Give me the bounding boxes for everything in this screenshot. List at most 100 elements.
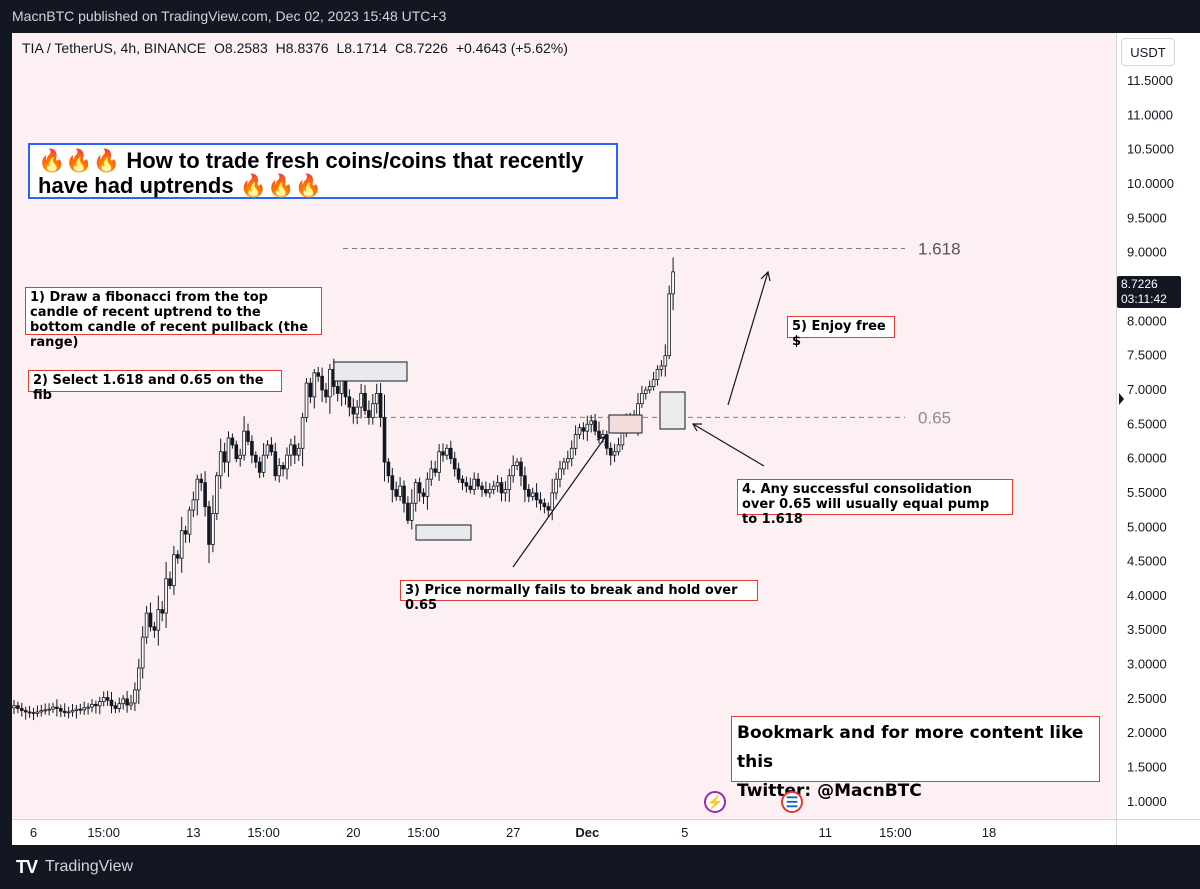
candle-body (374, 392, 379, 405)
candle-body (644, 389, 648, 394)
candle-body (523, 475, 527, 490)
fire-icon: 🔥🔥🔥 (38, 148, 121, 173)
candle-body (616, 444, 621, 453)
candle-body (441, 451, 445, 456)
candle-body (398, 485, 402, 497)
candle-body (425, 478, 430, 497)
title-box[interactable]: 🔥🔥🔥 How to trade fresh coins/coins that … (28, 143, 618, 199)
candle-body (370, 403, 375, 418)
candle-body (234, 444, 239, 460)
candle-body (651, 379, 656, 387)
candle-body (487, 489, 492, 494)
y-tick-label: 5.5000 (1127, 485, 1167, 500)
ohlc-open: O8.2583 (214, 40, 268, 56)
candle-body (74, 708, 79, 711)
note-step2[interactable]: 2) Select 1.618 and 0.65 on the fib (28, 370, 282, 403)
candle-body (175, 554, 180, 559)
candle-body (199, 478, 204, 484)
note-step1[interactable]: 1) Draw a fibonacci from the top candle … (25, 287, 322, 350)
candle-body (581, 427, 586, 432)
candle-body (82, 707, 87, 711)
ohlc-low: L8.1714 (336, 40, 388, 56)
y-tick-label: 1.5000 (1127, 760, 1167, 775)
candle-body (66, 711, 71, 714)
y-tick-label: 10.0000 (1127, 176, 1174, 191)
candle-body (172, 554, 176, 587)
note-step5[interactable]: 5) Enjoy free $ (787, 316, 895, 349)
candle-body (433, 468, 437, 473)
candle-body (472, 478, 476, 490)
candle-body (12, 705, 16, 709)
arrow-step3 (512, 435, 607, 568)
note-step4[interactable]: 4. Any successful consolidation over 0.6… (737, 479, 1013, 527)
arrow-step4 (692, 423, 765, 467)
us-flag-event-icon[interactable]: ☰ (781, 791, 803, 813)
candle-body (312, 372, 317, 398)
footer-brand[interactable]: TradingView (45, 858, 134, 875)
title-line1: How to trade fresh coins/coins that rece… (126, 148, 584, 173)
candle-body (133, 689, 137, 704)
candle-body (90, 703, 94, 708)
candle-body (23, 710, 28, 713)
candle-body (667, 293, 671, 357)
price-axis[interactable] (1116, 33, 1200, 819)
candle-body (476, 478, 480, 487)
candle-body (409, 502, 414, 521)
last-price-tag: 8.7226 03:11:42 (1117, 276, 1181, 308)
candle-body (484, 489, 488, 494)
candle-body (246, 430, 250, 442)
candle-body (647, 386, 652, 391)
candle-body (585, 423, 590, 432)
tradingview-logo-icon[interactable]: TV (16, 856, 38, 877)
candle-body (300, 417, 305, 449)
last-price-value: 8.7226 (1121, 277, 1158, 291)
candle-body (226, 437, 231, 463)
candle-body (413, 482, 418, 504)
candle-body (304, 382, 309, 418)
top-range-box (333, 361, 408, 382)
currency-button[interactable]: USDT (1121, 38, 1175, 66)
candle-body (491, 485, 496, 490)
candle-body (577, 427, 582, 435)
candle-body (534, 492, 539, 501)
candle-body (230, 437, 235, 446)
fire-icon: 🔥🔥🔥 (239, 173, 322, 198)
note-step3[interactable]: 3) Price normally fails to break and hol… (400, 580, 758, 613)
candle-body (503, 489, 508, 494)
candle-body (507, 475, 512, 490)
y-tick-label: 9.0000 (1127, 245, 1167, 260)
candle-body (59, 708, 63, 712)
y-tick-labels: 11.5000 11.0000 10.5000 10.0000 9.5000 9.0000… (1127, 73, 1174, 809)
candle-body (367, 410, 371, 418)
time-axis[interactable] (12, 819, 1116, 845)
candle-body (94, 703, 98, 707)
candle-body (554, 478, 558, 494)
annotation-arrows (512, 270, 771, 568)
candle-body (144, 612, 149, 638)
candle-body (359, 392, 363, 408)
candle-body (351, 406, 356, 415)
x-tick-label: 27 (506, 825, 520, 840)
candle-body (55, 706, 59, 709)
candle-body (62, 710, 67, 713)
candle-body (468, 485, 473, 490)
x-tick-label: 20 (346, 825, 360, 840)
note-bookmark[interactable]: Bookmark and for more content like this … (731, 716, 1100, 801)
candle-body (179, 530, 184, 559)
candle-body (573, 434, 578, 449)
candle-body (363, 392, 367, 411)
candle-body (538, 499, 543, 504)
candle-body (218, 451, 223, 477)
lightning-event-icon[interactable]: ⚡ (704, 791, 726, 813)
candle-body (51, 706, 55, 710)
candle-body (47, 708, 51, 711)
y-tick-label: 3.0000 (1127, 657, 1167, 672)
candle-body (16, 705, 20, 709)
symbol-pair[interactable]: TIA / TetherUS, 4h, BINANCE (22, 40, 207, 56)
candle-body (269, 444, 274, 453)
y-tick-label: 4.0000 (1127, 588, 1167, 603)
candle-body (460, 478, 465, 484)
candle-body (129, 702, 133, 706)
candle-body (663, 355, 668, 367)
candle-body (292, 444, 297, 456)
